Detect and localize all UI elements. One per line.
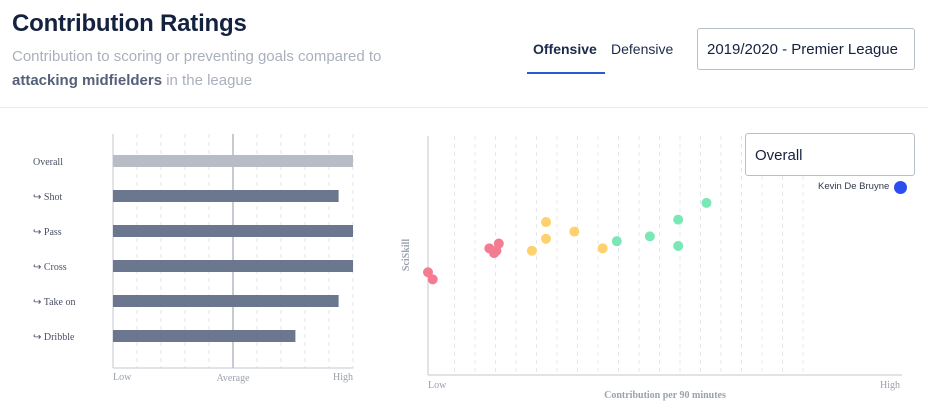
bar-label-3: ↪ Cross: [33, 262, 67, 273]
scatter-point-10[interactable]: [597, 243, 608, 254]
bar-3: [113, 260, 353, 272]
page-header: Contribution Ratings Contribution to sco…: [0, 0, 928, 108]
scatter-x-label: Contribution per 90 minutes: [604, 390, 726, 401]
subtitle-emphasis: attacking midfielders: [12, 72, 163, 89]
bar-2: [113, 225, 353, 237]
scatter-point-5[interactable]: [493, 238, 504, 249]
highlight-player-name: Kevin De Bruyne: [818, 181, 890, 192]
bar-1: [113, 190, 339, 202]
scatter-point-14[interactable]: [673, 214, 684, 225]
bar-4: [113, 295, 339, 307]
scatter-xtick-low: Low: [428, 380, 447, 391]
highlight-player-dot[interactable]: [894, 181, 907, 194]
scatter-point-9[interactable]: [569, 226, 580, 237]
tab-defensive[interactable]: Defensive: [611, 41, 674, 57]
season-select[interactable]: 2019/2020 - Premier League: [697, 28, 915, 70]
bar-chart-grid: [136, 134, 354, 368]
scatter-point-13[interactable]: [673, 240, 684, 251]
contribution-bar-chart: Overall ↪ Shot ↪ Pass ↪ Cross ↪ Take on ↪ Dri…: [33, 134, 354, 384]
scatter-xtick-high: High: [880, 380, 900, 391]
scatter-point-1[interactable]: [427, 274, 438, 285]
bar-xtick-average: Average: [216, 373, 250, 384]
sciskill-scatter-chart: Low High Contribution per 90 minutes Sci…: [401, 136, 902, 401]
page-title: Contribution Ratings: [12, 10, 247, 37]
bar-label-4: ↪ Take on: [33, 297, 76, 308]
subtitle-suffix: in the league: [162, 72, 253, 89]
scatter-point-15[interactable]: [701, 197, 712, 208]
bar-0: [113, 155, 353, 167]
scatter-point-0[interactable]: [423, 267, 433, 278]
scatter-point-8[interactable]: [541, 217, 551, 228]
metric-select[interactable]: Overall: [745, 133, 915, 176]
bar-xtick-low: Low: [113, 372, 132, 383]
scatter-point-11[interactable]: [611, 236, 622, 247]
bar-5: [113, 330, 296, 342]
scatter-y-label: SciSkill: [401, 239, 412, 271]
scatter-point-12[interactable]: [644, 231, 655, 242]
tab-offensive[interactable]: Offensive: [527, 36, 605, 74]
bar-xtick-high: High: [333, 372, 353, 383]
rating-tabs: Offensive Defensive: [527, 36, 685, 74]
scatter-points: [423, 197, 712, 285]
bar-label-5: ↪ Dribble: [33, 332, 75, 343]
bar-label-1: ↪ Shot: [33, 192, 62, 203]
bar-chart-marks: Overall ↪ Shot ↪ Pass ↪ Cross ↪ Take on ↪ Dri…: [33, 155, 353, 343]
bar-label-2: ↪ Pass: [33, 227, 62, 238]
scatter-point-6[interactable]: [526, 245, 537, 256]
bar-label-0: Overall: [33, 157, 63, 168]
subtitle-text: Contribution to scoring or preventing go…: [12, 48, 382, 65]
scatter-point-7[interactable]: [541, 233, 551, 244]
page-subtitle: Contribution to scoring or preventing go…: [12, 45, 432, 93]
